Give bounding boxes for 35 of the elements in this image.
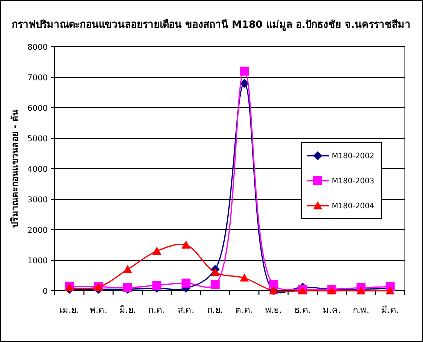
x-tick-label: ธ.ค. <box>294 306 312 316</box>
chart-title: กราฟปริมาณตะกอนแขวนลอยรายเดือน ของสถานี M180 แม่มูล อ.ปักธงชัย จ.นครราชสีมา <box>12 19 411 32</box>
point <box>182 240 191 249</box>
x-tick-label: ต.ค. <box>236 306 254 316</box>
y-tick-label: 6000 <box>28 104 48 113</box>
y-tick-label: 0 <box>42 286 48 296</box>
y-tick-label: 3000 <box>28 195 48 204</box>
point <box>210 268 220 276</box>
y-tick-label: 7000 <box>28 73 48 82</box>
point <box>123 265 132 274</box>
x-tick-label: ม.ค. <box>323 306 341 316</box>
y-tick-label: 5000 <box>28 134 48 144</box>
y-tick-label: 4000 <box>28 164 48 174</box>
x-tick-label: ก.ย. <box>208 306 224 316</box>
x-tick-label: มี.ค. <box>382 305 400 316</box>
y-tick-label: 8000 <box>28 42 48 52</box>
x-tick-label: พ.ค. <box>90 306 108 316</box>
point <box>182 278 191 288</box>
x-tick-label: มิ.ย. <box>120 305 136 316</box>
y-tick-label: 1000 <box>28 256 48 266</box>
point <box>152 246 162 255</box>
x-tick-label: เม.ย. <box>60 306 80 316</box>
point <box>152 281 162 290</box>
point <box>386 286 395 295</box>
x-tick-label: ก.ค. <box>148 306 166 316</box>
x-tick-label: ส.ค. <box>178 306 195 316</box>
y-axis-title: ปริมาณตะกอนแขวนลอย - ตัน <box>10 109 21 228</box>
point <box>210 280 220 290</box>
point <box>269 280 278 290</box>
x-tick-label: ก.พ. <box>352 306 370 316</box>
point <box>240 274 250 282</box>
point <box>240 79 250 88</box>
x-tick-label: พ.ย. <box>265 306 282 316</box>
y-tick-label: 2000 <box>28 226 48 235</box>
point <box>240 66 250 76</box>
